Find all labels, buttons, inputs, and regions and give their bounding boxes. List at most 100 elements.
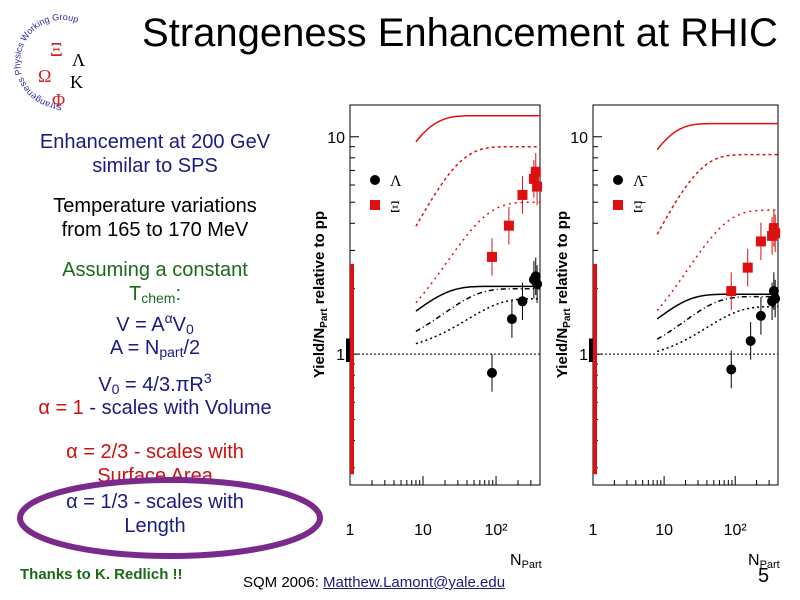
alpha-surface-line2: Surface Area — [97, 465, 213, 487]
data-point-lambda — [745, 335, 756, 346]
panel-frame — [349, 104, 541, 486]
data-point-xi — [770, 228, 781, 239]
logo-letter-omega: Ω — [38, 66, 51, 86]
y-tick-label: 1 — [579, 347, 588, 364]
data-point-lambda — [486, 367, 497, 378]
data-point-xi — [528, 173, 539, 184]
model-curve-red-dashed — [656, 153, 778, 235]
y-tick-label: 10 — [570, 130, 588, 147]
data-point-lambda — [726, 364, 737, 375]
data-point-xi — [726, 286, 737, 297]
data-point-xi — [755, 236, 766, 247]
x-tick-label: 1 — [346, 522, 355, 539]
x-axis-label-sub: Part — [522, 559, 542, 570]
alpha-volume-line: α = 1 - scales with Volume — [0, 396, 310, 420]
equation-v0: V0 = 4/3.πR3 — [0, 366, 310, 401]
tchem-line: Tchem: — [0, 282, 310, 310]
eq-a-right: /2 — [183, 337, 201, 359]
legend-marker-xi — [613, 200, 623, 210]
bullet-assuming: Assuming a constant Tchem: — [0, 258, 310, 310]
eq-v-sub: 0 — [186, 321, 194, 337]
data-point-xi — [768, 223, 779, 234]
eq-v0-right: = 4/3.πR — [119, 374, 204, 396]
footer: SQM 2006: Matthew.Lamont@yale.edu — [243, 574, 505, 591]
model-curve-black-dashdot — [415, 287, 540, 332]
equation-volume: V = AαV0 — [0, 306, 310, 341]
alpha-volume-text: - scales with Volume — [83, 397, 272, 419]
email-link[interactable]: Matthew.Lamont@yale.edu — [323, 574, 506, 591]
bullet-assuming-line1: Assuming a constant — [62, 259, 248, 281]
alpha-length-line2: Length — [124, 515, 186, 537]
data-point-lambda — [768, 286, 779, 297]
eq-v-alpha: α — [164, 310, 173, 326]
data-point-xi — [530, 166, 541, 177]
legend-marker-xi — [370, 200, 380, 210]
eq-v-left: V = A — [116, 314, 165, 336]
page-number: 5 — [758, 565, 770, 587]
eq-v0-sup: 3 — [203, 370, 212, 386]
eq-v-mid: V — [172, 314, 186, 336]
model-curve-black-dashdot — [656, 295, 778, 340]
strangeness-group-logo: Strangeness Physics Working Group Ξ Λ Ω … — [12, 12, 85, 112]
x-tick-label: 1 — [589, 522, 598, 539]
bullet-enhancement-line1: Enhancement at 200 GeV — [39, 131, 271, 153]
data-point-xi — [742, 262, 753, 273]
data-point-xi — [486, 251, 497, 262]
bullet-enhancement: Enhancement at 200 GeV similar to SPS — [0, 130, 310, 178]
data-point-lambda — [506, 314, 517, 325]
footer-prefix: SQM 2006: — [243, 574, 324, 591]
data-point-lambda — [517, 296, 528, 307]
alpha-surface-line1: α = 2/3 - scales with — [66, 441, 244, 463]
y-axis-label-rest: relative to pp — [311, 211, 328, 309]
tchem-t: T — [128, 283, 142, 305]
logo-letter-k: K — [70, 72, 83, 92]
legend-label-lambda: Λ — [390, 173, 402, 190]
y-tick-label: 10 — [327, 130, 345, 147]
data-point-xi — [517, 189, 528, 200]
legend-marker-lambda — [370, 175, 380, 185]
bullet-temperature-line1: Temperature variations — [53, 195, 257, 217]
tchem-sub: chem — [141, 290, 176, 306]
alpha-length-line1: α = 1/3 - scales with — [66, 491, 244, 513]
data-point-xi — [532, 181, 543, 192]
eq-v0-left: V — [98, 374, 112, 396]
bullet-temperature: Temperature variations from 165 to 170 M… — [0, 194, 310, 242]
model-curve-black-solid — [415, 285, 540, 312]
model-curve-red-solid — [415, 114, 540, 143]
x-axis-label-sub: Part — [760, 559, 780, 570]
x-axis-label: NPart — [510, 552, 542, 570]
bullet-enhancement-line2: similar to SPS — [92, 155, 218, 177]
thanks-text: Thanks to K. Redlich !! — [20, 566, 183, 583]
tchem-colon: : — [175, 283, 181, 305]
legend-marker-lambda — [613, 175, 623, 185]
logo-letter-phi: Φ — [52, 90, 65, 110]
y-axis-label-sub: Part — [562, 308, 573, 328]
x-tick-label: 10² — [724, 522, 748, 539]
x-tick-label: 10² — [484, 522, 508, 539]
y-axis-label-sub: Part — [319, 308, 330, 328]
alpha-volume-value: α = 1 — [38, 397, 84, 419]
data-point-xi — [503, 220, 514, 231]
slide-title: Strangeness Enhancement at RHIC — [142, 11, 778, 55]
bullet-temperature-line2: from 165 to 170 MeV — [61, 219, 249, 241]
y-tick-label: 1 — [336, 347, 345, 364]
legend-label-lambda: Λ̄ — [633, 173, 648, 190]
logo-letter-lambda: Λ — [72, 50, 85, 70]
alpha-surface: α = 2/3 - scales with Surface Area — [0, 440, 310, 488]
model-curve-red-dashed — [415, 145, 540, 227]
model-curve-black-solid — [656, 293, 778, 320]
data-point-lambda — [755, 310, 766, 321]
y-axis-label-main: Yield/N — [311, 328, 328, 378]
data-point-lambda — [532, 279, 543, 290]
logo-ring-text: Strangeness Physics Working Group — [12, 12, 80, 112]
legend-label-xi: Ξ̄ — [633, 199, 646, 216]
data-point-lambda — [770, 293, 781, 304]
eq-a-sub: part — [159, 344, 184, 360]
x-tick-label: 10 — [655, 522, 673, 539]
eq-a-left: A = N — [109, 337, 160, 359]
alpha-length: α = 1/3 - scales with Length — [0, 490, 310, 538]
model-curve-black-dotted — [657, 305, 778, 353]
model-curve-red-dotted — [415, 201, 540, 304]
